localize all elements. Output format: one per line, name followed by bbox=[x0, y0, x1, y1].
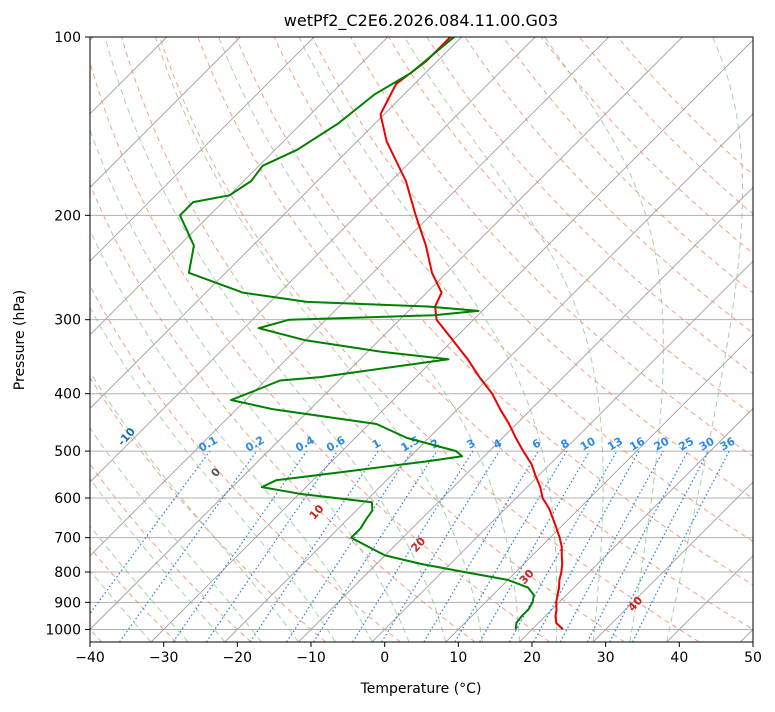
y-tick-label: 500 bbox=[54, 444, 81, 460]
y-tick-label: 600 bbox=[54, 491, 81, 507]
y-tick-label: 400 bbox=[54, 387, 81, 403]
x-tick-label: −10 bbox=[296, 650, 326, 666]
x-tick-label: 10 bbox=[449, 650, 467, 666]
y-tick-label: 1000 bbox=[45, 622, 81, 638]
x-tick-label: −30 bbox=[149, 650, 179, 666]
y-tick-label: 100 bbox=[54, 30, 81, 46]
x-tick-label: 30 bbox=[597, 650, 615, 666]
y-tick-label: 900 bbox=[54, 595, 81, 611]
y-axis-label: Pressure (hPa) bbox=[12, 290, 28, 390]
x-tick-label: 20 bbox=[523, 650, 541, 666]
y-tick-label: 800 bbox=[54, 565, 81, 581]
x-tick-label: 40 bbox=[670, 650, 688, 666]
y-tick-label: 200 bbox=[54, 208, 81, 224]
x-tick-label: 0 bbox=[380, 650, 389, 666]
x-tick-label: 50 bbox=[744, 650, 762, 666]
x-tick-label: −20 bbox=[223, 650, 253, 666]
x-tick-label: −40 bbox=[75, 650, 105, 666]
x-axis-label: Temperature (°C) bbox=[360, 681, 482, 697]
y-tick-label: 300 bbox=[54, 313, 81, 329]
y-tick-label: 700 bbox=[54, 531, 81, 547]
chart-title: wetPf2_C2E6.2026.084.11.00.G03 bbox=[284, 11, 558, 31]
